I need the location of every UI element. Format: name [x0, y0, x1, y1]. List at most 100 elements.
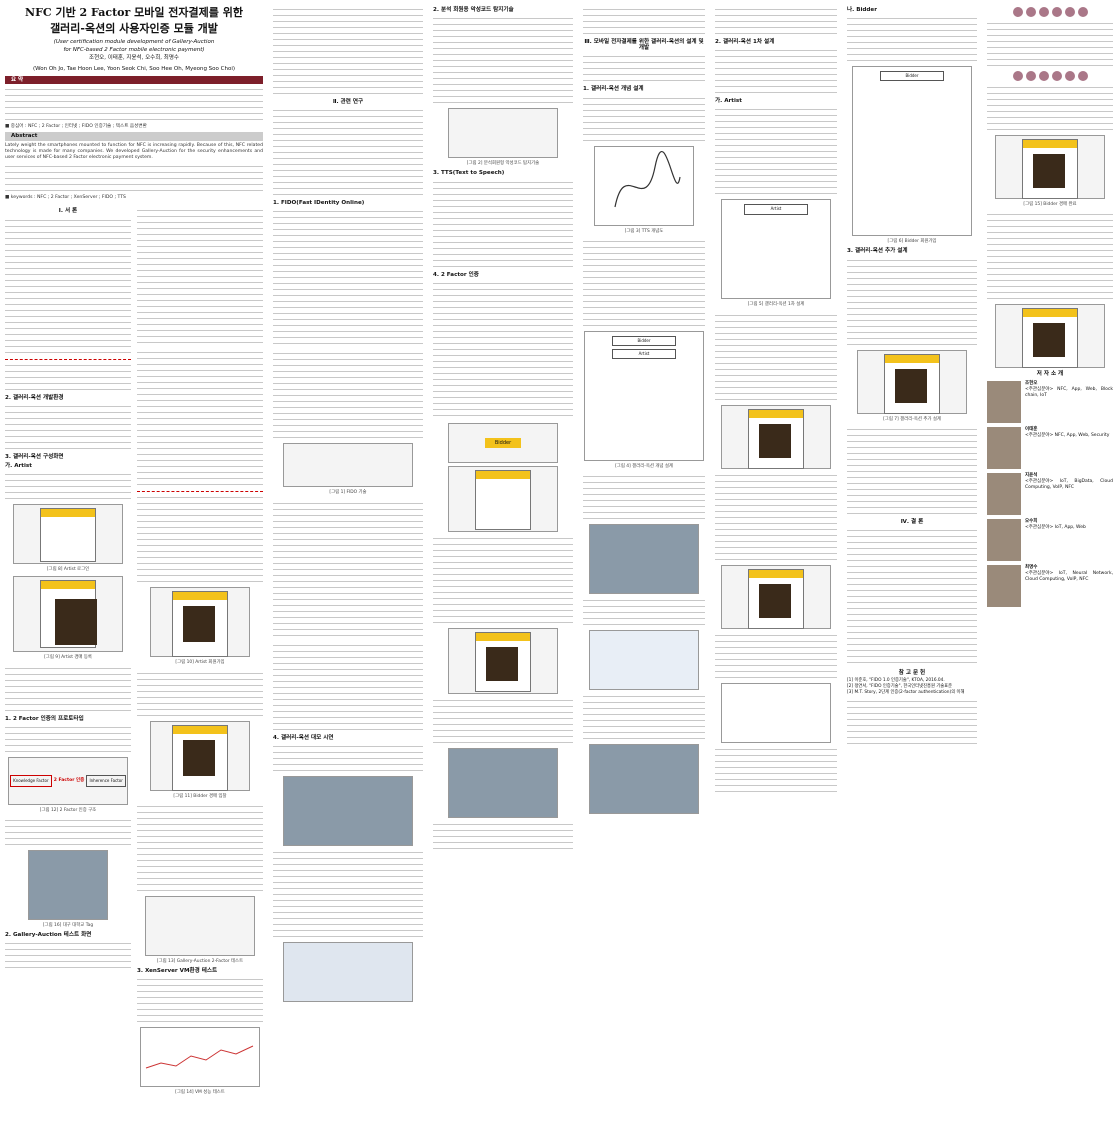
abstract-ko-text	[5, 86, 263, 123]
body-left: Ⅰ. 서 론 2. 갤러리-옥션 개발환경 3. 갤러리-옥션 구성화면 가. …	[5, 205, 131, 1099]
abstract-en-heading: Abstract	[5, 132, 263, 141]
figure-artist-screen	[150, 587, 250, 658]
caption-f7: [그림 7] 갤러리-옥션 추가 설계	[883, 416, 941, 422]
figure-demo-photo	[283, 775, 413, 846]
xenserver-text	[137, 976, 263, 1025]
phone-mockup	[40, 508, 96, 563]
figure-nfc-tag-photo	[28, 850, 108, 921]
section-2factor: 4. 2 Factor 인증	[433, 271, 479, 278]
author-5: 최명수 <주관심분야> IoT, Neural Network, Cloud Co…	[987, 565, 1113, 608]
phone-mockup	[172, 724, 228, 791]
keywords-en: ■ keywords : NFC ; 2 Factor ; XenServer …	[5, 195, 126, 201]
caption-f4: [그림 4] 갤러리-옥션 개념 설계	[615, 463, 673, 469]
author-name: 조현오	[1025, 381, 1038, 387]
fido-text-2	[273, 350, 423, 441]
related-text	[273, 6, 423, 96]
two-factor-label: 2 Factor 인증	[53, 777, 85, 783]
fido-text-3	[273, 499, 423, 640]
first-design-flow: Artist	[722, 200, 830, 218]
figure-phone-photo-2	[589, 744, 699, 815]
photo-text	[583, 597, 705, 628]
dev-env-text	[5, 402, 131, 451]
body-divider	[137, 491, 263, 493]
inherence-factor-box: Inherence Factor	[86, 774, 126, 787]
concept-text-2	[583, 237, 705, 328]
figure-bidder-complete-2	[995, 304, 1105, 369]
test-text	[5, 940, 131, 971]
author-photo	[987, 565, 1021, 608]
c4-text	[583, 6, 705, 36]
column-6: 나. Bidder Bidder [그림 6] Bidder 회원가입 3. 갤…	[842, 0, 982, 1127]
section-authors: 저 자 소 개	[1036, 371, 1064, 378]
caption-f11: [그림 11] Bidder 경매 입찰	[173, 793, 227, 799]
c5-text	[715, 6, 837, 36]
section-intro: Ⅰ. 서 론	[58, 208, 78, 215]
section-related: Ⅱ. 관련 연구	[332, 99, 364, 105]
figure-malware	[448, 108, 558, 159]
footnote-text	[5, 361, 131, 392]
author-photo	[987, 381, 1021, 424]
phone-mockup	[748, 568, 804, 629]
figure-bidder-login	[448, 465, 558, 532]
phone-mockup	[40, 580, 97, 649]
reference-2: [2] 정연서, "FIDO 인증기술", 한국인터넷진흥원 기술표준	[847, 684, 953, 690]
first-artist-text	[715, 106, 837, 197]
author-photo	[987, 473, 1021, 516]
keywords-ko: ■ 중심어 : NFC ; 2 Factor ; 인터넷 ; FIDO 인증기술…	[5, 124, 147, 130]
c7-text	[987, 20, 1113, 68]
two-factor-text	[433, 279, 573, 420]
proto-text	[5, 723, 131, 754]
paper-title-line1: NFC 기반 2 Factor 모바일 전자결제를 위한	[25, 6, 243, 19]
demo-text-2	[273, 848, 423, 939]
author-photo	[987, 519, 1021, 562]
figure-tts	[594, 145, 694, 226]
section-xenserver: 3. XenServer VM환경 테스트	[137, 968, 218, 975]
flow-artist: Artist	[612, 349, 676, 360]
related-text-2	[273, 107, 423, 198]
section-screen: 3. 갤러리-옥션 구성화면	[5, 453, 64, 460]
phone-mockup	[1022, 308, 1078, 369]
section-fido: 1. FIDO(Fast IDentity Online)	[273, 200, 365, 207]
author-name: 최명수	[1025, 565, 1038, 571]
column-2: Ⅱ. 관련 연구 1. FIDO(Fast IDentity Online) […	[268, 0, 428, 1127]
section-2factor-proto: 1. 2 Factor 인증의 프로토타입	[5, 715, 84, 722]
section-tts: 3. TTS(Text to Speech)	[433, 170, 505, 177]
bidder-flow: Bidder	[853, 67, 971, 85]
vm-chart-svg	[145, 1045, 254, 1069]
figure-bidder-complete	[995, 135, 1105, 199]
figure-vm-chart	[140, 1027, 260, 1088]
caption-f12: [그림 12] 2 Factor 인증 구조	[39, 807, 97, 813]
phone-mockup	[475, 469, 531, 530]
author-interest: <주관심분야> NFC, App, Web, Security	[1025, 433, 1110, 439]
demo-text-3	[433, 820, 573, 851]
figure-phone-photo	[589, 524, 699, 595]
first-bidder-text	[847, 15, 977, 64]
column-1: NFC 기반 2 Factor 모바일 전자결제를 위한 갤러리-옥션의 사용자…	[0, 0, 268, 1127]
section-conclusion: Ⅳ. 결 론	[900, 518, 924, 525]
abstract-ko-heading: 요 약	[5, 76, 263, 85]
bidder-join-text-2	[715, 631, 837, 680]
authors-ko: 조현오, 이태훈, 지윤석, 오수희, 최명수	[89, 55, 179, 61]
proto-text-2	[5, 817, 131, 848]
figure-fido	[283, 443, 413, 488]
c7-text-3	[987, 211, 1113, 302]
phone-mockup	[475, 631, 531, 692]
figure-additional	[857, 349, 967, 414]
malware-text	[433, 15, 573, 106]
figure-bidder-join	[721, 404, 831, 469]
caption-f9: [그림 9] Artist 경매 등록	[44, 655, 92, 661]
bidder-label: Bidder	[484, 437, 522, 448]
section-additional: 3. 갤러리-옥션 추가 설계	[847, 248, 908, 255]
section-test-screen: 2. Gallery-Auction 테스트 화면	[5, 932, 92, 939]
section-concept: 1. 갤러리-옥션 개념 설계	[583, 86, 644, 93]
code-text	[583, 693, 705, 742]
bidder-join-text	[715, 471, 837, 562]
figure-demo-photo-2	[283, 941, 413, 1002]
bidder-text	[433, 534, 573, 625]
thumbnail-row-2	[987, 71, 1113, 81]
abstract-en-lines	[5, 163, 263, 194]
concept-text-3	[583, 473, 705, 522]
first-design-text	[715, 47, 837, 96]
flow-bidder-2: Bidder	[880, 71, 944, 82]
